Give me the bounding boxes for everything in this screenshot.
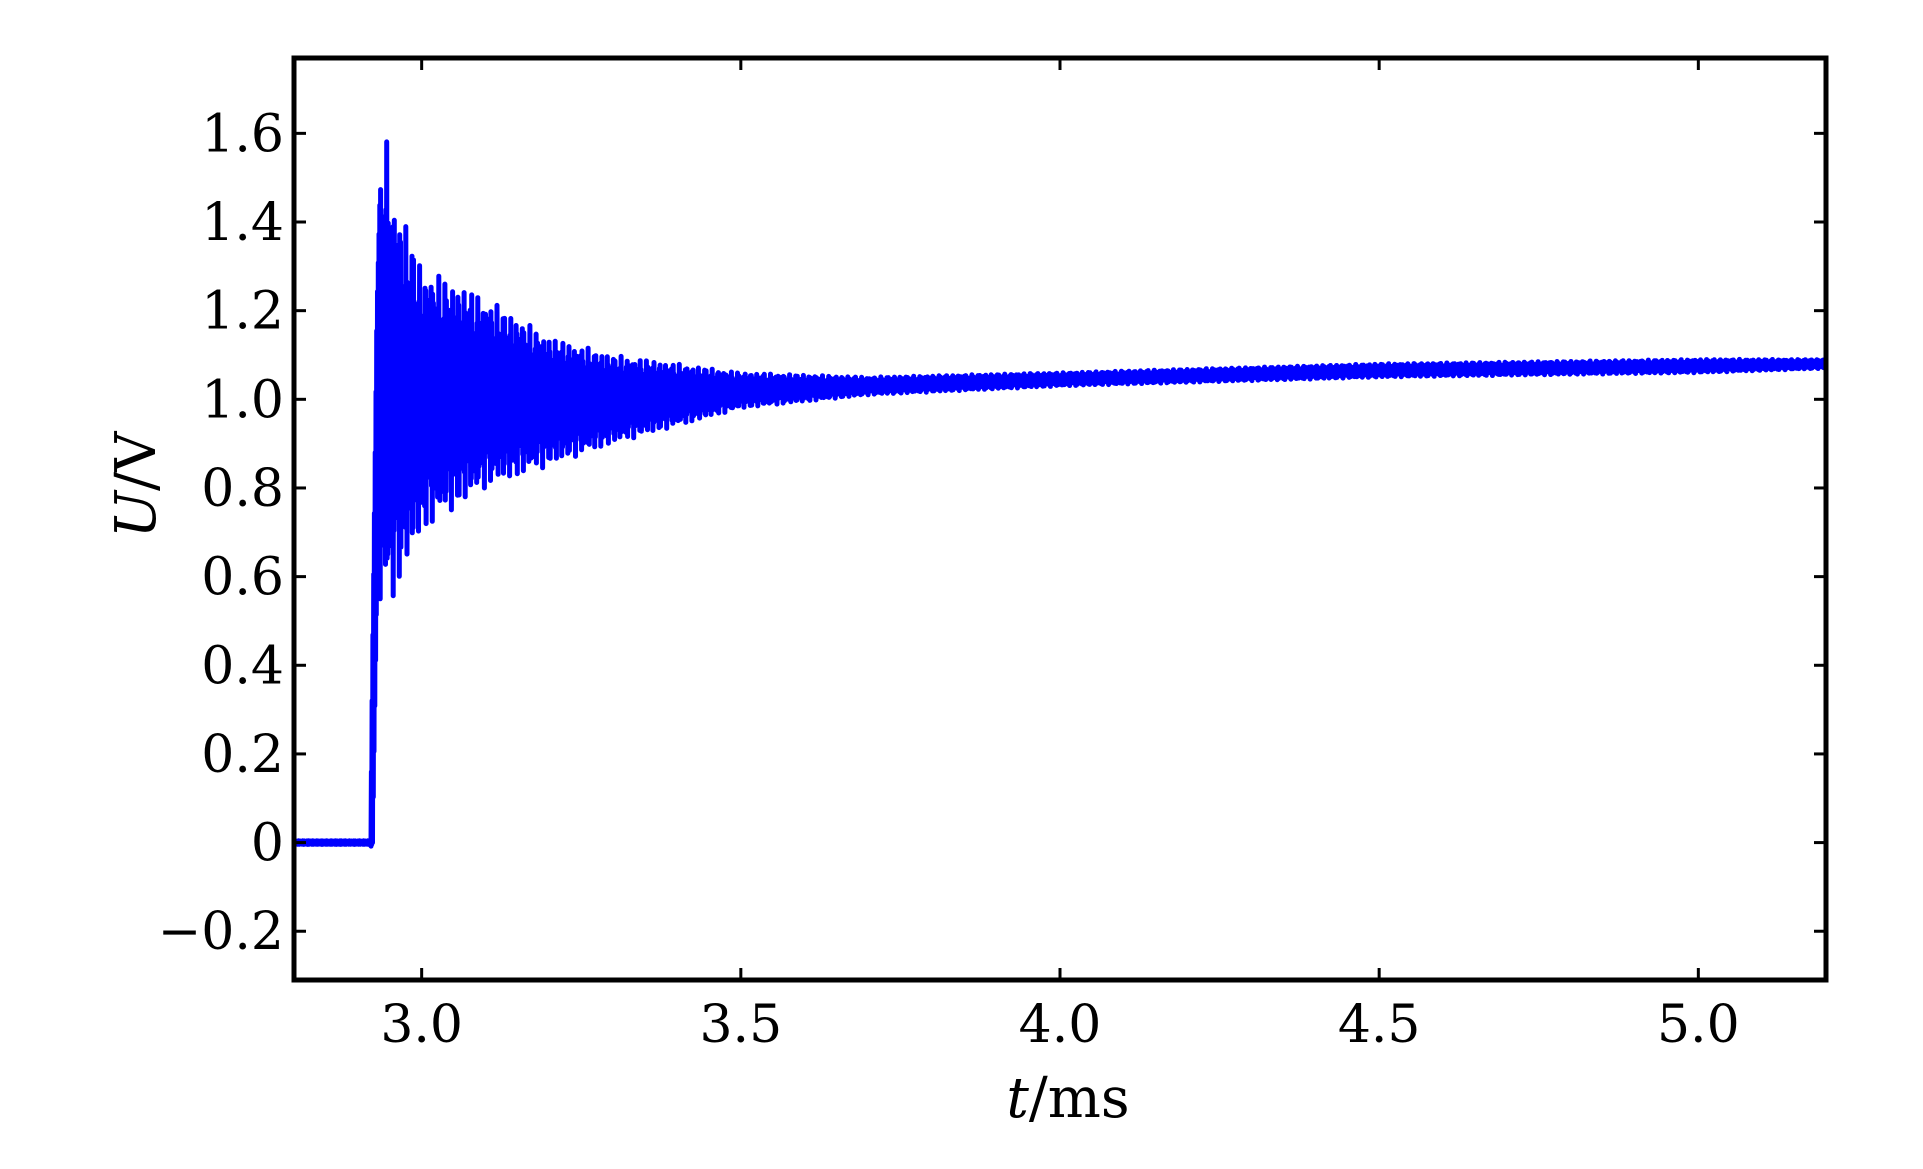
y-tick-label: 1.0 <box>201 370 284 430</box>
y-tick-label: 1.2 <box>201 282 284 342</box>
voltage-series-line <box>294 139 1826 849</box>
x-tick-label: 3.5 <box>699 995 782 1055</box>
plot-frame <box>291 55 1829 983</box>
y-tick-label: 1.4 <box>201 193 284 253</box>
ticks-layer <box>294 58 1826 980</box>
y-axis-label: U/V <box>104 430 169 538</box>
y-tick-label: 0.8 <box>201 459 284 519</box>
x-tick-label: 5.0 <box>1657 995 1740 1055</box>
tick-labels: 3.0 3.5 4.0 4.5 5.0 −0.2 0 0.2 0.4 0.6 0.8 1.0 1.2 1.… <box>158 104 1740 1055</box>
x-axis-label: t/ms <box>1006 1066 1129 1131</box>
y-tick-label: 0.4 <box>201 636 284 696</box>
x-tick-label: 4.0 <box>1019 995 1102 1055</box>
y-tick-label: 1.6 <box>201 104 284 164</box>
x-tick-label: 3.0 <box>380 995 463 1055</box>
y-tick-label: 0.6 <box>201 548 284 608</box>
y-tick-label: 0.2 <box>201 725 284 785</box>
y-tick-label: −0.2 <box>158 902 284 962</box>
x-tick-label: 4.5 <box>1338 995 1421 1055</box>
series-layer <box>294 139 1826 849</box>
y-tick-label: 0 <box>251 814 284 874</box>
